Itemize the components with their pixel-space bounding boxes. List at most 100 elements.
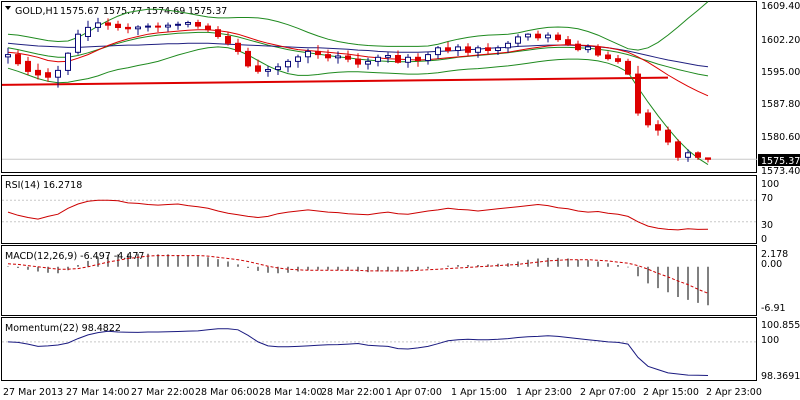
- candle-body: [115, 23, 121, 28]
- candle-body: [605, 54, 611, 60]
- macd-y-axis: 2.178 0.00 -6.91: [761, 249, 788, 314]
- rsi-tick: 30: [761, 220, 773, 231]
- candle-body: [215, 29, 221, 38]
- candle-body: [315, 50, 321, 56]
- price-tick: 1609.40: [761, 1, 800, 12]
- momentum-line: [7, 328, 709, 376]
- candle-body: [65, 52, 71, 71]
- candle-body: [125, 26, 131, 30]
- candle-body: [75, 33, 81, 53]
- price-pane-frame: [1, 1, 757, 173]
- price-pane-header: GOLD,H1 1575.67 1575.77 1574.69 1575.37: [5, 6, 227, 17]
- candle-body: [515, 36, 521, 44]
- candle-body: [485, 47, 491, 51]
- candle-body: [505, 42, 511, 49]
- candle-body: [615, 58, 621, 62]
- candle-body: [135, 26, 141, 30]
- candle-body: [465, 46, 471, 53]
- momentum-pane-frame: [1, 317, 757, 381]
- candle-body: [165, 24, 171, 28]
- candle-body: [35, 69, 41, 76]
- candle-body: [95, 22, 101, 28]
- collapse-arrow-icon[interactable]: [5, 6, 11, 10]
- price-y-axis: 1609.40 1602.20 1595.00 1587.80 1580.60 …: [758, 1, 800, 177]
- time-tick: 1 Apr 15:00: [451, 387, 507, 398]
- bollinger-lower-line: [7, 46, 709, 166]
- price-tick: 1573.40: [761, 166, 800, 177]
- rsi-tick: 70: [761, 193, 773, 204]
- candle-body: [445, 47, 451, 51]
- momentum-tick: 100.8558: [761, 320, 800, 331]
- candle-body: [645, 112, 651, 126]
- time-x-axis: 27 Mar 2013 27 Mar 14:00 27 Mar 22:00 28…: [3, 387, 762, 398]
- time-tick: 2 Apr 15:00: [643, 387, 699, 398]
- candle-body: [265, 69, 271, 72]
- macd-tick: 0.00: [761, 259, 782, 270]
- macd-signal-line: [7, 255, 709, 294]
- candle-body: [415, 56, 421, 61]
- candle-body: [25, 60, 31, 72]
- candle-body: [635, 73, 641, 114]
- candle-body: [175, 23, 181, 26]
- current-price-label: 1575.37: [761, 156, 800, 167]
- candle-body: [405, 56, 411, 63]
- price-tick: 1587.80: [761, 99, 800, 110]
- candle-body: [155, 25, 161, 28]
- candle-body: [195, 22, 201, 27]
- time-tick: 28 Mar 22:00: [321, 387, 384, 398]
- candle-body: [275, 66, 281, 71]
- candle-body: [375, 56, 381, 62]
- candle-body: [555, 34, 561, 41]
- rsi-tick: 0: [761, 234, 767, 245]
- candle-body: [665, 129, 671, 143]
- rsi-tick: 100: [761, 179, 779, 190]
- time-tick: 28 Mar 14:00: [259, 387, 322, 398]
- candle-body: [205, 25, 211, 31]
- time-tick: 1 Apr 07:00: [386, 387, 442, 398]
- candle-body: [695, 152, 701, 158]
- macd-pane-frame: [1, 245, 757, 316]
- candle-body: [45, 72, 51, 78]
- price-tick: 1602.20: [761, 35, 800, 46]
- support-trendline: [1, 76, 669, 86]
- candle-body: [585, 46, 591, 51]
- candle-body: [525, 33, 531, 38]
- candle-body: [455, 46, 461, 52]
- price-tick: 1595.00: [761, 67, 800, 78]
- candle-body: [685, 152, 691, 158]
- candle-body: [285, 60, 291, 68]
- current-price-tag: [758, 154, 800, 166]
- open-value: 1575.67: [60, 6, 99, 17]
- price-tick: 1580.60: [761, 132, 800, 143]
- macd-tick: 2.178: [761, 249, 788, 260]
- candle-body: [425, 54, 431, 61]
- candle-body: [565, 39, 571, 45]
- rsi-line: [7, 199, 709, 231]
- candle-body: [55, 69, 61, 78]
- candle-body: [575, 43, 581, 51]
- candle-body: [145, 25, 151, 28]
- rsi-y-axis: 100 70 30 0: [761, 179, 779, 245]
- momentum-title: Momentum(22) 98.4822: [5, 323, 121, 334]
- time-tick: 27 Mar 22:00: [131, 387, 194, 398]
- time-tick: 1 Apr 23:00: [516, 387, 572, 398]
- candle-body: [355, 58, 361, 65]
- candle-body: [675, 141, 681, 158]
- candle-body: [335, 55, 341, 59]
- candle-body: [385, 55, 391, 58]
- low-value: 1574.69: [146, 6, 185, 17]
- time-tick: 27 Mar 14:00: [66, 387, 129, 398]
- candle-body: [105, 22, 111, 26]
- candle-body: [625, 60, 631, 75]
- candle-body: [435, 47, 441, 56]
- candle-body: [85, 26, 91, 37]
- candle-body: [545, 34, 551, 39]
- candle-body: [255, 65, 261, 72]
- candle-body: [325, 54, 331, 59]
- time-tick: 27 Mar 2013: [3, 387, 63, 398]
- rsi-title: RSI(14) 16.2718: [5, 180, 82, 191]
- time-tick: 2 Apr 07:00: [580, 387, 636, 398]
- candle-body: [295, 56, 301, 62]
- candle-body: [235, 42, 241, 52]
- momentum-tick: 98.3691: [761, 371, 800, 382]
